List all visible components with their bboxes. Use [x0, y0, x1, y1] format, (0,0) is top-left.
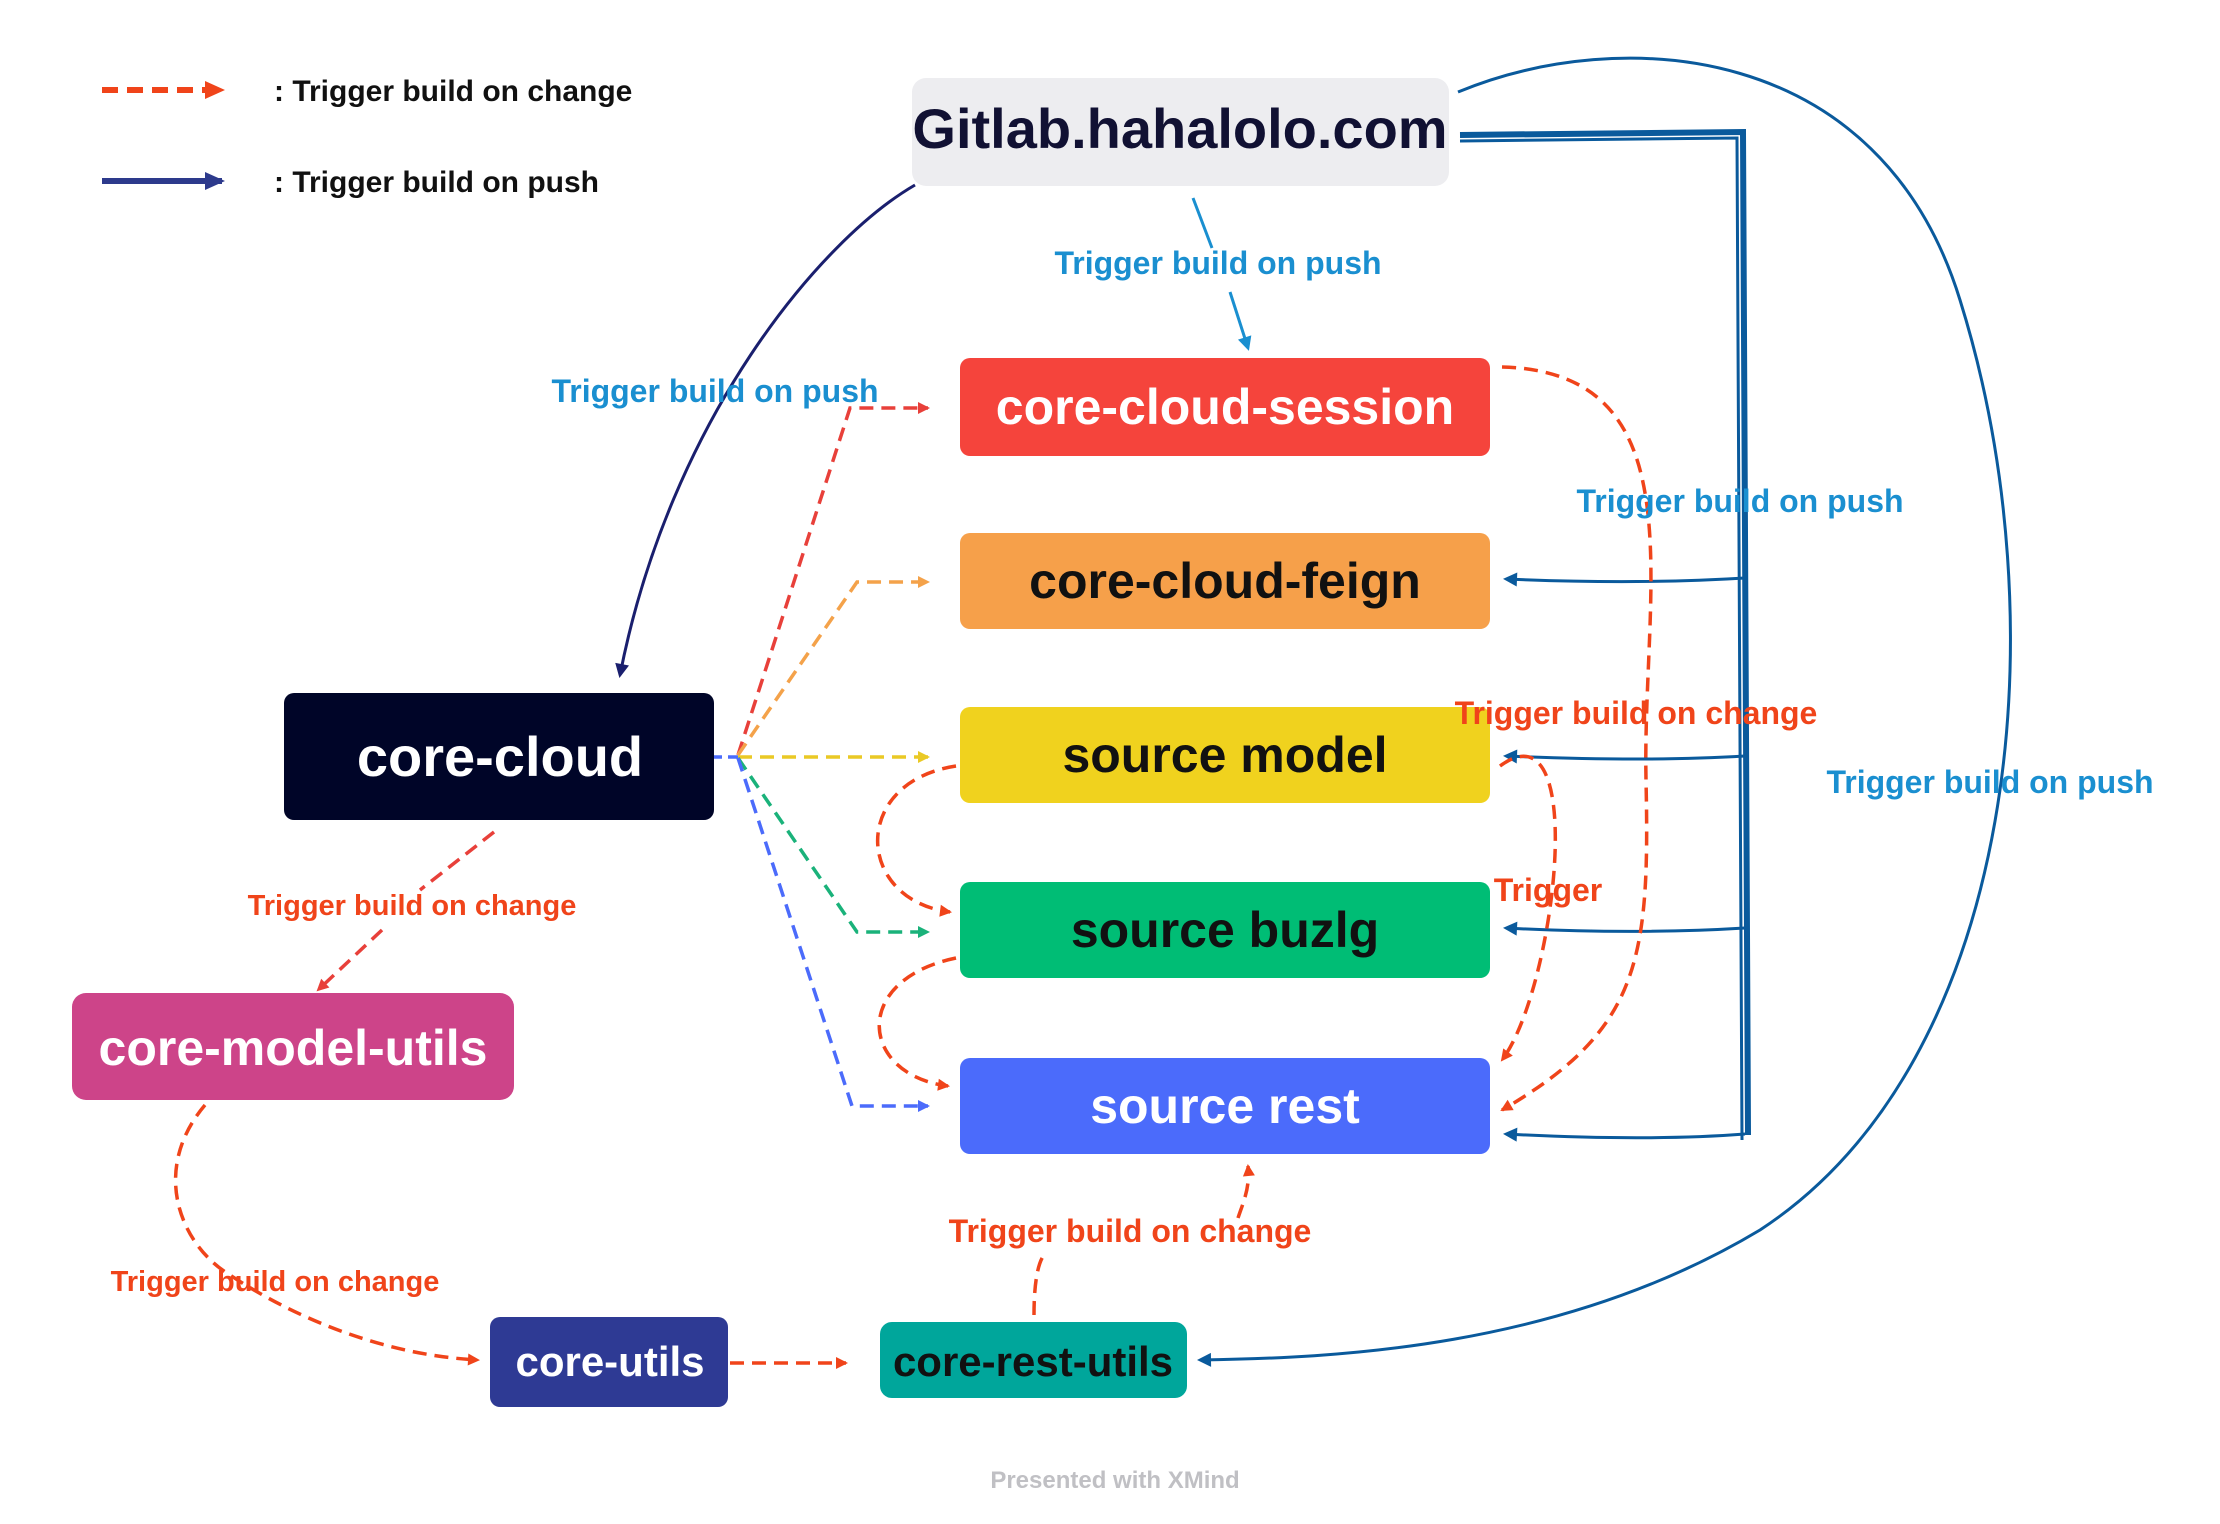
node-core-cloud-session[interactable]: core-cloud-session: [960, 358, 1490, 456]
node-core-cloud-feign-label: core-cloud-feign: [1029, 553, 1421, 609]
node-gitlab-label: Gitlab.hahalolo.com: [912, 97, 1447, 160]
push-edge-core-cloud: [615, 183, 916, 678]
node-core-model-utils[interactable]: core-model-utils: [72, 993, 514, 1100]
push-edge-rest-utils: [1197, 56, 2012, 1367]
legend: : Trigger build on change : Trigger buil…: [102, 75, 632, 199]
node-source-model-label: source model: [1062, 727, 1387, 783]
label-core-cloud-to-model-utils: Trigger build on change: [248, 890, 577, 922]
label-model-to-rest: Trigger: [1494, 872, 1602, 908]
node-source-model[interactable]: source model: [960, 707, 1490, 803]
footer-text: Presented with XMind: [990, 1467, 1239, 1494]
label-model-utils-to-core-utils: Trigger build on change: [111, 1266, 440, 1298]
change-edge-session: [736, 402, 930, 756]
node-core-rest-utils[interactable]: core-rest-utils: [880, 1322, 1187, 1398]
push-edge-session: [1191, 197, 1248, 348]
node-source-rest-label: source rest: [1090, 1078, 1360, 1134]
push-bus-line: [1459, 128, 1751, 1136]
change-edge-rest: [736, 757, 930, 1112]
node-gitlab[interactable]: Gitlab.hahalolo.com: [912, 78, 1449, 186]
label-session-to-rest: Trigger build on change: [1455, 695, 1818, 731]
change-edge-core-cloud-model-utils: [318, 830, 496, 990]
change-edge-feign: [736, 576, 930, 756]
push-bus-line-2: [1459, 136, 1744, 1141]
node-core-cloud[interactable]: core-cloud: [284, 693, 714, 820]
label-gitlab-to-session: Trigger build on push: [1054, 245, 1381, 281]
node-core-utils-label: core-utils: [515, 1338, 704, 1385]
change-edges: [173, 365, 1653, 1369]
push-edge-buzlg: [1503, 921, 1746, 936]
node-source-buzlg[interactable]: source buzlg: [960, 882, 1490, 978]
push-edge-rest: [1503, 1127, 1746, 1142]
change-edge-model-utils-core-utils: [173, 1103, 480, 1366]
node-core-cloud-feign[interactable]: core-cloud-feign: [960, 533, 1490, 629]
node-core-cloud-session-label: core-cloud-session: [996, 379, 1454, 435]
node-core-model-utils-label: core-model-utils: [99, 1020, 488, 1076]
change-edge-session-rest: [1500, 365, 1653, 1112]
label-gitlab-to-core-cloud: Trigger build on push: [551, 373, 878, 409]
change-edges-core-cloud: [712, 402, 930, 1112]
change-edge-model-rest: [1498, 754, 1558, 1062]
change-edge-buzlg-rest: [877, 956, 957, 1091]
push-edge-feign: [1503, 572, 1746, 587]
push-edge-model: [1503, 749, 1746, 764]
node-source-rest[interactable]: source rest: [960, 1058, 1490, 1154]
legend-change-text: : Trigger build on change: [274, 75, 632, 108]
push-edges: [615, 56, 2012, 1367]
node-source-buzlg-label: source buzlg: [1071, 902, 1379, 958]
label-rest-utils-to-source-rest: Trigger build on change: [949, 1213, 1312, 1249]
label-gitlab-to-rest-utils: Trigger build on push: [1826, 764, 2153, 800]
node-core-cloud-label: core-cloud: [357, 725, 643, 788]
legend-push-text: : Trigger build on push: [274, 166, 599, 199]
change-edge-rest-utils-source-rest: [1032, 1166, 1248, 1316]
change-edge-model-buzlg: [875, 764, 957, 917]
node-core-utils[interactable]: core-utils: [490, 1317, 728, 1407]
label-gitlab-to-sources: Trigger build on push: [1576, 483, 1903, 519]
node-core-rest-utils-label: core-rest-utils: [893, 1338, 1173, 1385]
edge-labels: Trigger build on push Trigger build on p…: [111, 245, 2154, 1298]
change-edge-buzlg: [736, 757, 930, 938]
